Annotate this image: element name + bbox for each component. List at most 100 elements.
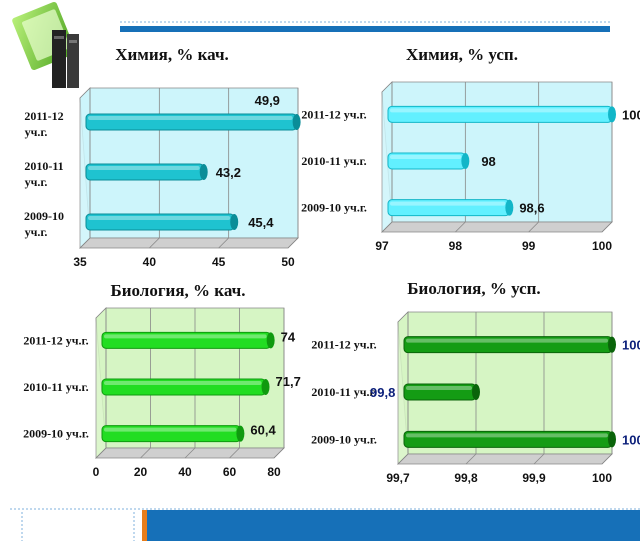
- category-label: 2009-10 уч.г.: [23, 427, 89, 441]
- category-label: 2011-12: [24, 109, 63, 123]
- chart-title: Химия, % кач.: [115, 45, 229, 64]
- plot-floor: [381, 221, 613, 233]
- tick-label: 45: [212, 255, 226, 269]
- value-label: 71,7: [276, 374, 301, 389]
- tick-label: 100: [592, 239, 612, 253]
- bar-highlight: [406, 338, 608, 343]
- tick-label: 99,9: [522, 471, 546, 485]
- category-label: 2011-12 уч.г.: [301, 107, 366, 121]
- bar-cap: [292, 114, 301, 130]
- value-label: 99,8: [370, 385, 395, 400]
- header-decor: [120, 21, 610, 32]
- tick-label: 99,7: [386, 471, 410, 485]
- gridline-floor: [601, 221, 613, 233]
- value-label: 98: [481, 154, 495, 169]
- category-label: 2010-11 уч.г.: [311, 385, 376, 399]
- category-label-line2: уч.г.: [25, 225, 48, 239]
- tick-label: 60: [223, 465, 237, 479]
- gridline-floor: [218, 237, 229, 249]
- category-label: 2010-11 уч.г.: [301, 154, 366, 168]
- category-label: 2010-11: [24, 159, 63, 173]
- value-label: 100: [622, 432, 640, 447]
- tick-label: 98: [449, 239, 463, 253]
- gridline-floor: [184, 447, 196, 459]
- value-label: 49,9: [255, 93, 280, 108]
- gridline-floor: [273, 447, 285, 459]
- gridline-floor: [381, 221, 393, 233]
- category-label: 2009-10: [24, 209, 64, 223]
- bar-highlight: [390, 201, 506, 206]
- chart-title: Биология, % усп.: [407, 279, 540, 298]
- bar-cap: [472, 384, 480, 400]
- bar-highlight: [88, 116, 293, 120]
- category-label: 2011-12 уч.г.: [23, 333, 88, 347]
- chart-2: 97 98 99 100 Химия, % усп. 2011-12 уч.г. 100 20…: [301, 45, 640, 253]
- gridline-floor: [79, 237, 91, 249]
- category-label: 2011-12 уч.г.: [311, 338, 376, 352]
- value-label: 100: [622, 107, 640, 122]
- bar-highlight: [406, 386, 472, 390]
- tick-label: 100: [592, 471, 612, 485]
- category-label-line2: уч.г.: [25, 125, 48, 139]
- tick-label: 20: [134, 465, 148, 479]
- tick-label: 0: [93, 465, 100, 479]
- value-label: 100: [622, 338, 640, 353]
- category-label: 2010-11 уч.г.: [23, 380, 88, 394]
- gridline-floor: [140, 447, 151, 459]
- footer-decor: [10, 508, 640, 541]
- value-label: 98,6: [519, 201, 544, 216]
- tick-label: 99: [522, 239, 536, 253]
- gridline-floor: [95, 447, 107, 459]
- bar-cap: [608, 431, 616, 448]
- chart-title: Биология, % кач.: [110, 281, 245, 300]
- bar-highlight: [88, 216, 231, 220]
- gridline-floor: [455, 221, 466, 233]
- tick-label: 97: [375, 239, 389, 253]
- plot-floor: [397, 453, 613, 465]
- tick-label: 35: [73, 255, 87, 269]
- bar-highlight: [390, 155, 462, 159]
- bar-cap: [608, 336, 616, 353]
- bar-cap: [505, 199, 514, 216]
- value-label: 43,2: [216, 165, 241, 180]
- bar-cap: [230, 214, 239, 230]
- tick-label: 40: [178, 465, 192, 479]
- gridline-floor: [528, 221, 539, 233]
- gridline-floor: [229, 447, 240, 459]
- bar-highlight: [104, 427, 237, 432]
- tick-label: 40: [143, 255, 157, 269]
- bar-cap: [461, 153, 470, 169]
- gridline-floor: [601, 453, 613, 465]
- category-label-line2: уч.г.: [25, 175, 48, 189]
- gridline-floor: [465, 453, 477, 465]
- tick-label: 80: [267, 465, 281, 479]
- value-label: 60,4: [250, 423, 276, 438]
- bar-highlight: [390, 108, 608, 113]
- tick-label: 99,8: [454, 471, 478, 485]
- plot-floor: [79, 237, 299, 249]
- bar-cap: [261, 379, 270, 395]
- tick-label: 50: [281, 255, 295, 269]
- bar-highlight: [88, 166, 200, 170]
- value-label: 45,4: [248, 215, 274, 230]
- chart-4: 99,7 99,8 99,9 100 Биология, % усп. 2011-12 у…: [311, 279, 640, 485]
- category-label: 2009-10 уч.г.: [311, 432, 377, 446]
- gridline-floor: [533, 453, 545, 465]
- category-label: 2009-10 уч.г.: [301, 201, 367, 215]
- books-icon: [12, 1, 79, 88]
- bar-highlight: [104, 334, 267, 339]
- gridline-floor: [397, 453, 409, 465]
- bar-cap: [199, 164, 208, 180]
- chart-1: 35 40 45 50 Химия, % кач. 2011-12 уч.г. 49,9 201…: [24, 45, 301, 269]
- bar-cap: [236, 425, 245, 442]
- gridline-floor: [287, 237, 299, 249]
- bar-highlight: [104, 381, 262, 385]
- value-label: 74: [281, 329, 296, 344]
- bar-cap: [266, 332, 275, 349]
- bar-highlight: [406, 433, 608, 438]
- bar-cap: [608, 106, 616, 123]
- chart-title: Химия, % усп.: [406, 45, 518, 64]
- chart-3: 0 20 40 60 80 Биология, % кач. 2011-12 уч.г. 74…: [23, 281, 301, 479]
